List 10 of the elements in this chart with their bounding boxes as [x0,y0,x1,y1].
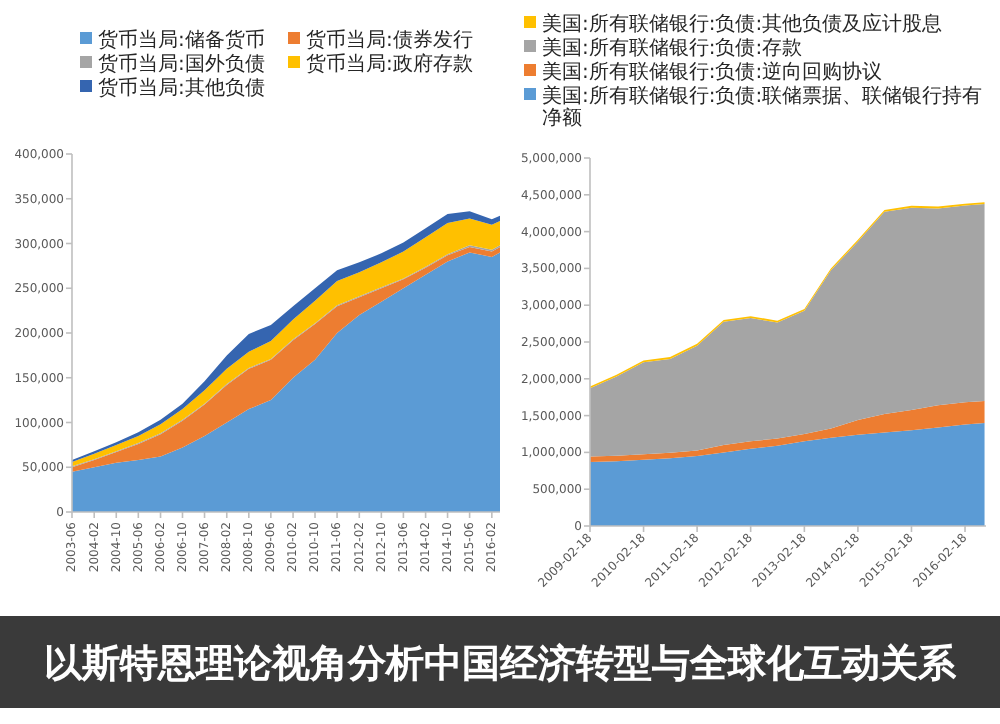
legend-label: 美国:所有联储银行:负债:存款 [542,36,803,60]
legend-label: 货币当局:债券发行 [306,28,473,52]
legend-label: 美国:所有联储银行:负债:逆向回购协议 [542,60,883,84]
legend-label: 货币当局:国外负债 [98,52,265,76]
legend-label: 货币当局:政府存款 [306,52,473,76]
legend-label: 货币当局:其他负债 [98,76,265,100]
legend-label: 美国:所有联储银行:负债:其他负债及应计股息 [542,12,943,36]
legend-label: 货币当局:储备货币 [98,28,265,52]
banner: 以斯特恩理论视角分析中国经济转型与全球化互动关系 [0,616,1000,708]
legend-label: 美国:所有联储银行:负债:联储票据、联储银行持有净额 [542,84,983,130]
